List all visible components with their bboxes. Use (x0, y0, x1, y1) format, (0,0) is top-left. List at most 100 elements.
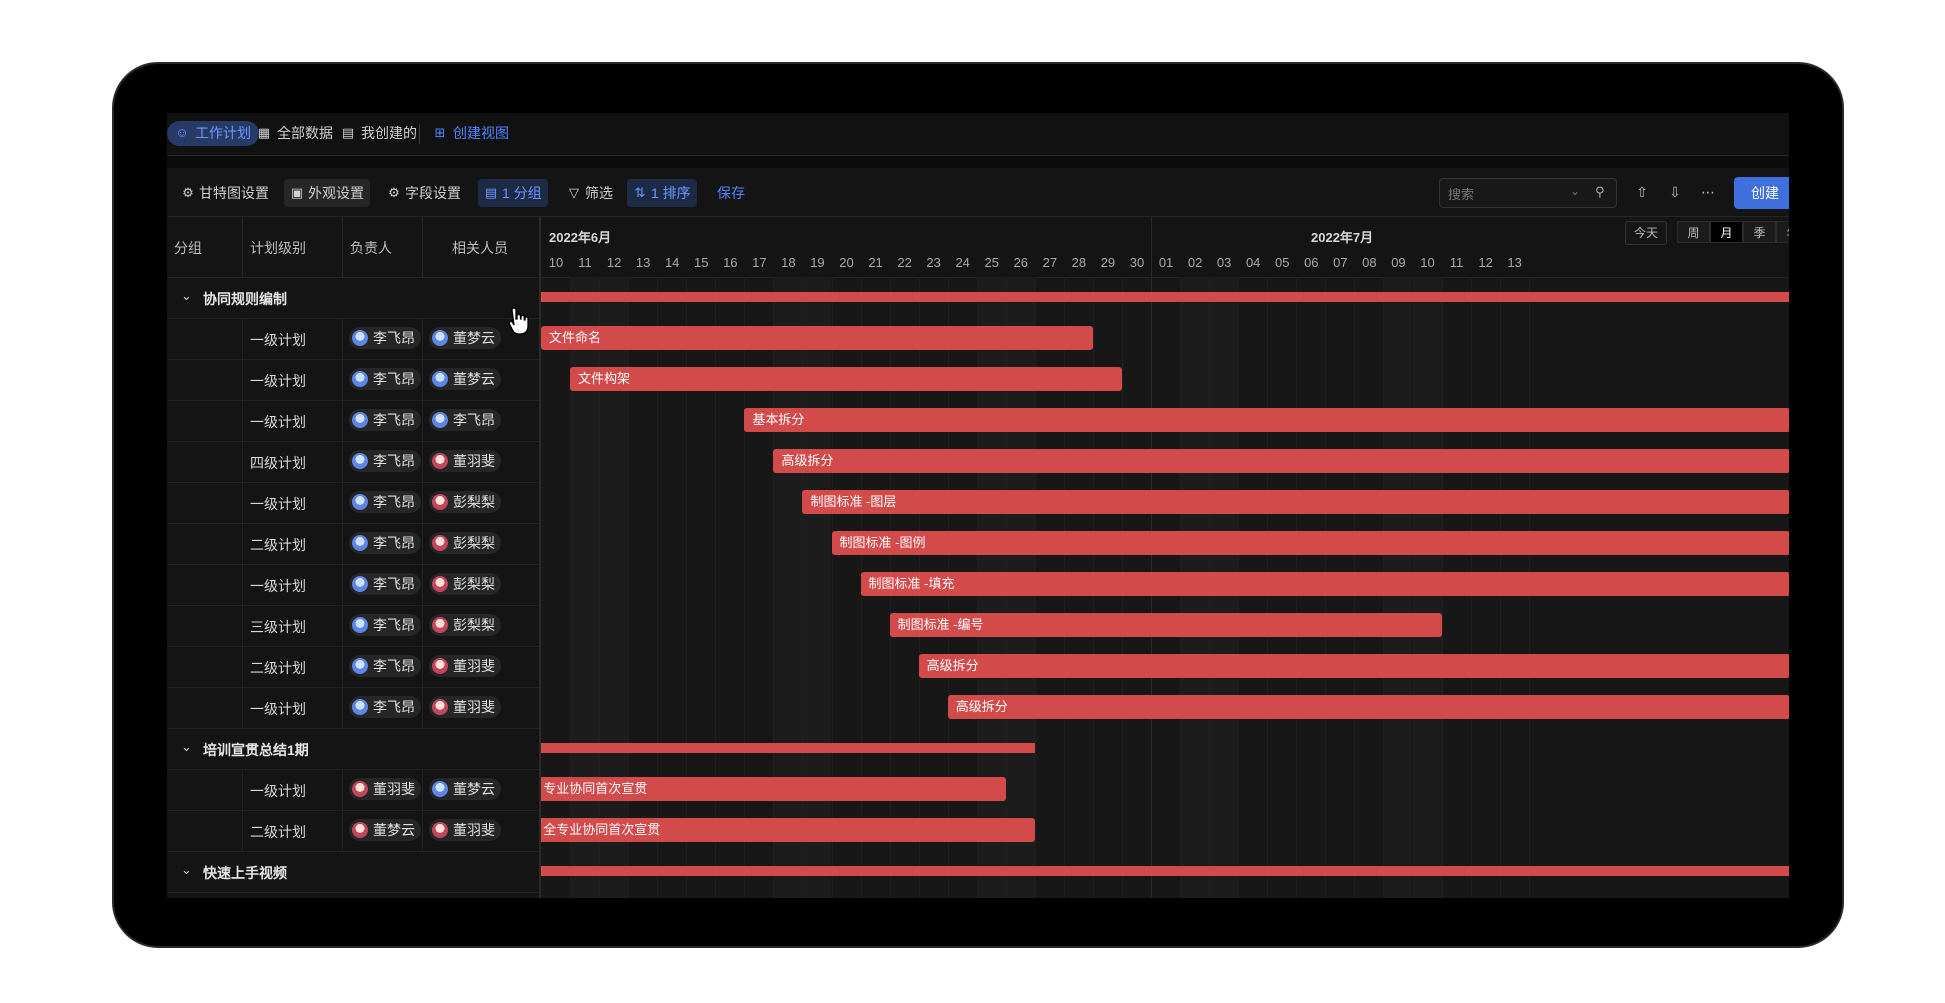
chevron-down-icon[interactable]: ⌄ (181, 862, 192, 877)
table-row[interactable]: 三级计划 李飞昂 彭梨梨 (167, 605, 539, 647)
related-tag[interactable]: 彭梨梨 (429, 573, 501, 595)
avatar (432, 371, 448, 387)
day-gridline (715, 277, 717, 898)
avatar (352, 658, 368, 674)
table-header: 分组 计划级别 负责人 相关人员 (167, 217, 539, 278)
appearance-settings-button[interactable]: ▣ 外观设置 (284, 179, 370, 207)
related-tag[interactable]: 董羽斐 (429, 450, 501, 472)
group-summary-bar[interactable] (541, 292, 1789, 302)
search-box[interactable]: ⌄ ⚲ (1439, 178, 1617, 208)
tab-my-created[interactable]: ▤ 我创建的 (333, 121, 425, 146)
related-tag[interactable]: 彭梨梨 (429, 491, 501, 513)
related-tag[interactable]: 董羽斐 (429, 819, 501, 841)
owner-tag[interactable]: 李飞昂 (349, 573, 421, 595)
related-tag[interactable]: 董羽斐 (429, 655, 501, 677)
download-icon[interactable]: ⇩ (1669, 184, 1681, 200)
save-button[interactable]: 保存 (711, 179, 751, 207)
related-tag[interactable]: 李飞昂 (429, 409, 501, 431)
group-header-row[interactable]: ⌄ 培训宣贯总结1期 (167, 728, 539, 770)
today-button[interactable]: 今天 (1625, 221, 1667, 245)
tab-work-plan[interactable]: ☺ 工作计划 (167, 121, 259, 146)
save-label: 保存 (717, 185, 745, 201)
avatar (432, 412, 448, 428)
owner-tag[interactable]: 李飞昂 (349, 368, 421, 390)
owner-tag[interactable]: 董羽斐 (349, 778, 421, 800)
group-header-row[interactable]: ⌄ 快速上手视频 (167, 851, 539, 893)
owner-tag[interactable]: 李飞昂 (349, 450, 421, 472)
owner-tag[interactable]: 董梦云 (349, 819, 421, 841)
task-bar[interactable]: 基本拆分 (744, 408, 1789, 432)
group-cell (167, 605, 243, 646)
upload-icon[interactable]: ⇧ (1636, 184, 1648, 200)
plan-level: 二级计划 (250, 824, 306, 840)
sort-button[interactable]: ⇅ 1 排序 (627, 179, 697, 207)
task-bar[interactable]: 制图标准 -编号 (889, 613, 1442, 637)
owner-tag[interactable]: 李飞昂 (349, 491, 421, 513)
plan-level: 三级计划 (250, 619, 306, 635)
table-row[interactable]: 一级计划 李飞昂 董梦云 (167, 318, 539, 360)
table-row[interactable]: 一级计划 董羽斐 董梦云 (167, 769, 539, 811)
table-row[interactable]: 一级计划 李飞昂 董梦云 (167, 359, 539, 401)
scale-quarter-button[interactable]: 季 (1743, 221, 1776, 243)
task-bar[interactable]: 高级拆分 (773, 449, 1789, 473)
related-tag[interactable]: 彭梨梨 (429, 532, 501, 554)
owner-name: 李飞昂 (373, 412, 415, 428)
group-cell (167, 359, 243, 400)
owner-tag[interactable]: 李飞昂 (349, 614, 421, 636)
chevron-down-icon[interactable]: ⌄ (181, 288, 192, 303)
scale-week-button[interactable]: 周 (1677, 221, 1710, 243)
task-bar[interactable]: 专业协同首次宣贯 (541, 777, 1006, 801)
group-summary-bar[interactable] (541, 866, 1789, 876)
tab-all-data[interactable]: ▦ 全部数据 (249, 121, 341, 146)
field-settings-button[interactable]: ⚙ 字段设置 (381, 179, 467, 207)
owner-tag[interactable]: 李飞昂 (349, 409, 421, 431)
owner-cell (343, 400, 423, 441)
group-button[interactable]: ▤ 1 分组 (478, 179, 548, 207)
related-name: 董羽斐 (453, 699, 495, 715)
task-bar[interactable]: 文件命名 (541, 326, 1093, 350)
search-icon[interactable]: ⚲ (1595, 184, 1605, 199)
task-bar[interactable]: 高级拆分 (947, 695, 1789, 719)
chevron-down-icon[interactable]: ⌄ (181, 739, 192, 754)
task-bar[interactable]: 制图标准 -图例 (831, 531, 1789, 555)
create-button[interactable]: 创建 (1734, 177, 1789, 209)
table-row[interactable]: 二级计划 李飞昂 董羽斐 (167, 646, 539, 688)
group-header-row[interactable]: ⌄ 协同规则编制 (167, 277, 539, 319)
owner-tag[interactable]: 李飞昂 (349, 696, 421, 718)
related-tag[interactable]: 彭梨梨 (429, 614, 501, 636)
task-bar[interactable]: 全专业协同首次宣贯 (541, 818, 1035, 842)
filter-button[interactable]: ▽ 筛选 (561, 179, 619, 207)
day-label: 11 (1449, 255, 1464, 270)
table-row[interactable]: 二级计划 董梦云 董羽斐 (167, 810, 539, 852)
owner-tag[interactable]: 李飞昂 (349, 327, 421, 349)
table-row[interactable]: 一级计划 李飞昂 李飞昂 (167, 400, 539, 442)
create-view-button[interactable]: ⊞ 创建视图 (425, 121, 517, 146)
chevron-down-icon[interactable]: ⌄ (1570, 184, 1581, 198)
plan-level: 一级计划 (250, 578, 306, 594)
table-row[interactable]: 一级计划 李飞昂 彭梨梨 (167, 482, 539, 524)
owner-tag[interactable]: 李飞昂 (349, 655, 421, 677)
level-cell (243, 810, 343, 851)
related-tag[interactable]: 董梦云 (429, 368, 501, 390)
owner-tag[interactable]: 李飞昂 (349, 532, 421, 554)
day-label: 27 (1042, 255, 1058, 270)
table-row[interactable]: 一级计划 李飞昂 董羽斐 (167, 687, 539, 729)
group-summary-bar[interactable] (541, 743, 1035, 753)
table-row[interactable]: 二级计划 李飞昂 彭梨梨 (167, 523, 539, 565)
task-bar[interactable]: 制图标准 -填充 (860, 572, 1789, 596)
gantt-settings-button[interactable]: ⚙ 甘特图设置 (175, 179, 275, 207)
more-icon[interactable]: ⋯ (1701, 184, 1715, 200)
table-row[interactable]: 四级计划 李飞昂 董羽斐 (167, 441, 539, 483)
avatar (352, 453, 368, 469)
scale-month-button[interactable]: 月 (1710, 221, 1743, 243)
search-input[interactable] (1446, 183, 1570, 205)
toolbar: ⚙ 甘特图设置 ▣ 外观设置 ⚙ 字段设置 ▤ 1 分组 ▽ 筛选 ⇅ 1 排序… (167, 168, 1789, 217)
related-tag[interactable]: 董梦云 (429, 778, 501, 800)
task-bar[interactable]: 文件构架 (570, 367, 1122, 391)
related-tag[interactable]: 董羽斐 (429, 696, 501, 718)
scale-year-button[interactable]: 年 (1776, 221, 1789, 243)
related-tag[interactable]: 董梦云 (429, 327, 501, 349)
task-bar[interactable]: 制图标准 -图层 (802, 490, 1789, 514)
task-bar[interactable]: 高级拆分 (918, 654, 1789, 678)
table-row[interactable]: 一级计划 李飞昂 彭梨梨 (167, 564, 539, 606)
